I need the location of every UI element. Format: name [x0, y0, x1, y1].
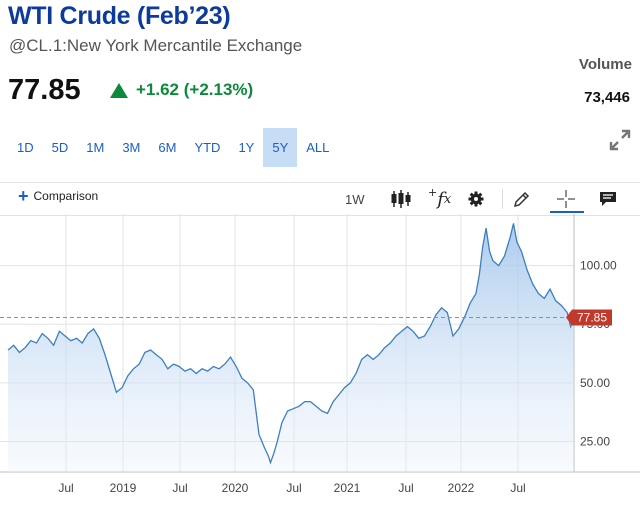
y-tick-label: 100.00: [580, 259, 617, 273]
chart-toolbar: + Comparison 1W + f x: [0, 182, 640, 216]
x-tick-label: Jul: [58, 481, 73, 495]
price-tag-label: 77.85: [577, 311, 607, 325]
range-button-1y[interactable]: 1Y: [238, 140, 255, 155]
up-arrow-icon: [110, 82, 128, 98]
x-tick-label: 2021: [334, 481, 361, 495]
range-button-3m[interactable]: 3M: [122, 140, 141, 155]
last-price: 77.85: [8, 74, 81, 106]
draw-pencil-icon[interactable]: [512, 187, 532, 211]
x-tick-label: Jul: [510, 481, 525, 495]
toolbar-divider: [502, 189, 503, 209]
range-button-6m[interactable]: 6M: [158, 140, 177, 155]
x-tick-label: 2019: [110, 481, 137, 495]
comparison-button[interactable]: + Comparison: [18, 186, 99, 206]
range-button-5y[interactable]: 5Y: [263, 128, 298, 167]
exchange-subtitle: @CL.1:New York Mercantile Exchange: [9, 36, 303, 55]
price-change-value: +1.62 (+2.13%): [136, 80, 254, 99]
settings-gear-icon[interactable]: [467, 187, 485, 211]
range-button-all[interactable]: ALL: [306, 140, 330, 155]
range-button-1m[interactable]: 1M: [86, 140, 105, 155]
x-tick-label: 2020: [222, 481, 249, 495]
y-tick-label: 25.00: [580, 435, 610, 449]
expand-icon[interactable]: [608, 128, 632, 152]
x-tick-label: Jul: [172, 481, 187, 495]
y-tick-label: 50.00: [580, 376, 610, 390]
price-area-fill: [8, 223, 574, 472]
range-button-1d[interactable]: 1D: [17, 140, 34, 155]
current-price-tag: 77.85: [566, 309, 612, 326]
active-tool-indicator: [550, 211, 584, 213]
x-axis: Jul 2019 Jul 2020 Jul 2021 Jul 2022 Jul: [58, 481, 525, 495]
comparison-label: Comparison: [33, 189, 99, 203]
comment-icon[interactable]: [598, 187, 618, 211]
candlestick-icon[interactable]: [390, 187, 412, 211]
price-tag-background: [566, 309, 612, 326]
price-change: +1.62 (+2.13%): [110, 80, 253, 100]
crosshair-icon[interactable]: [556, 187, 576, 211]
interval-button[interactable]: 1W: [345, 191, 365, 207]
volume-value: 73,446: [584, 89, 630, 106]
x-tick-label: 2022: [448, 481, 475, 495]
function-icon[interactable]: + f x: [428, 185, 452, 210]
range-button-ytd[interactable]: YTD: [194, 140, 221, 155]
plus-icon: +: [18, 186, 29, 206]
range-button-5d[interactable]: 5D: [51, 140, 69, 155]
volume-label: Volume: [578, 56, 632, 73]
x-tick-label: Jul: [286, 481, 301, 495]
price-line: [7, 223, 575, 465]
instrument-title: WTI Crude (Feb’23): [8, 2, 231, 30]
x-tick-label: Jul: [398, 481, 413, 495]
time-range-selector: 1D 5D 1M 3M 6M YTD 1Y 5Y ALL: [8, 128, 338, 167]
